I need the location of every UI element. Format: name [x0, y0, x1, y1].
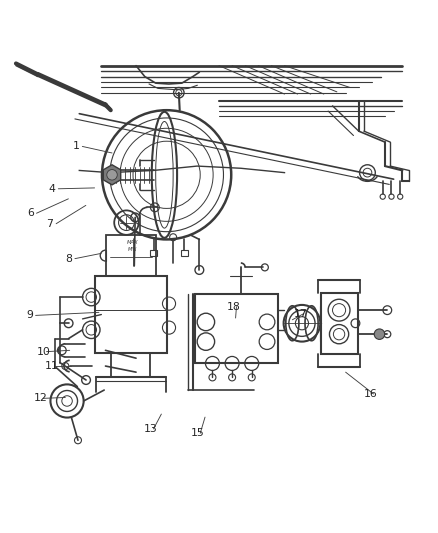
- Circle shape: [107, 169, 117, 180]
- Text: 16: 16: [364, 389, 378, 399]
- Circle shape: [374, 329, 385, 340]
- Text: 1: 1: [73, 141, 80, 151]
- Text: 4: 4: [49, 184, 56, 194]
- Text: MIN: MIN: [128, 247, 138, 253]
- Text: 15: 15: [191, 429, 205, 438]
- Text: 11: 11: [44, 361, 58, 371]
- Text: 9: 9: [26, 310, 33, 320]
- Text: 13: 13: [144, 424, 158, 434]
- Text: 6: 6: [27, 208, 34, 218]
- Text: MAX: MAX: [127, 239, 139, 245]
- Text: 7: 7: [46, 219, 53, 229]
- Text: 17: 17: [294, 309, 308, 319]
- Text: 8: 8: [65, 254, 72, 264]
- Text: 10: 10: [37, 346, 51, 357]
- Polygon shape: [103, 165, 121, 185]
- Text: 12: 12: [33, 393, 47, 403]
- Text: 18: 18: [227, 302, 240, 312]
